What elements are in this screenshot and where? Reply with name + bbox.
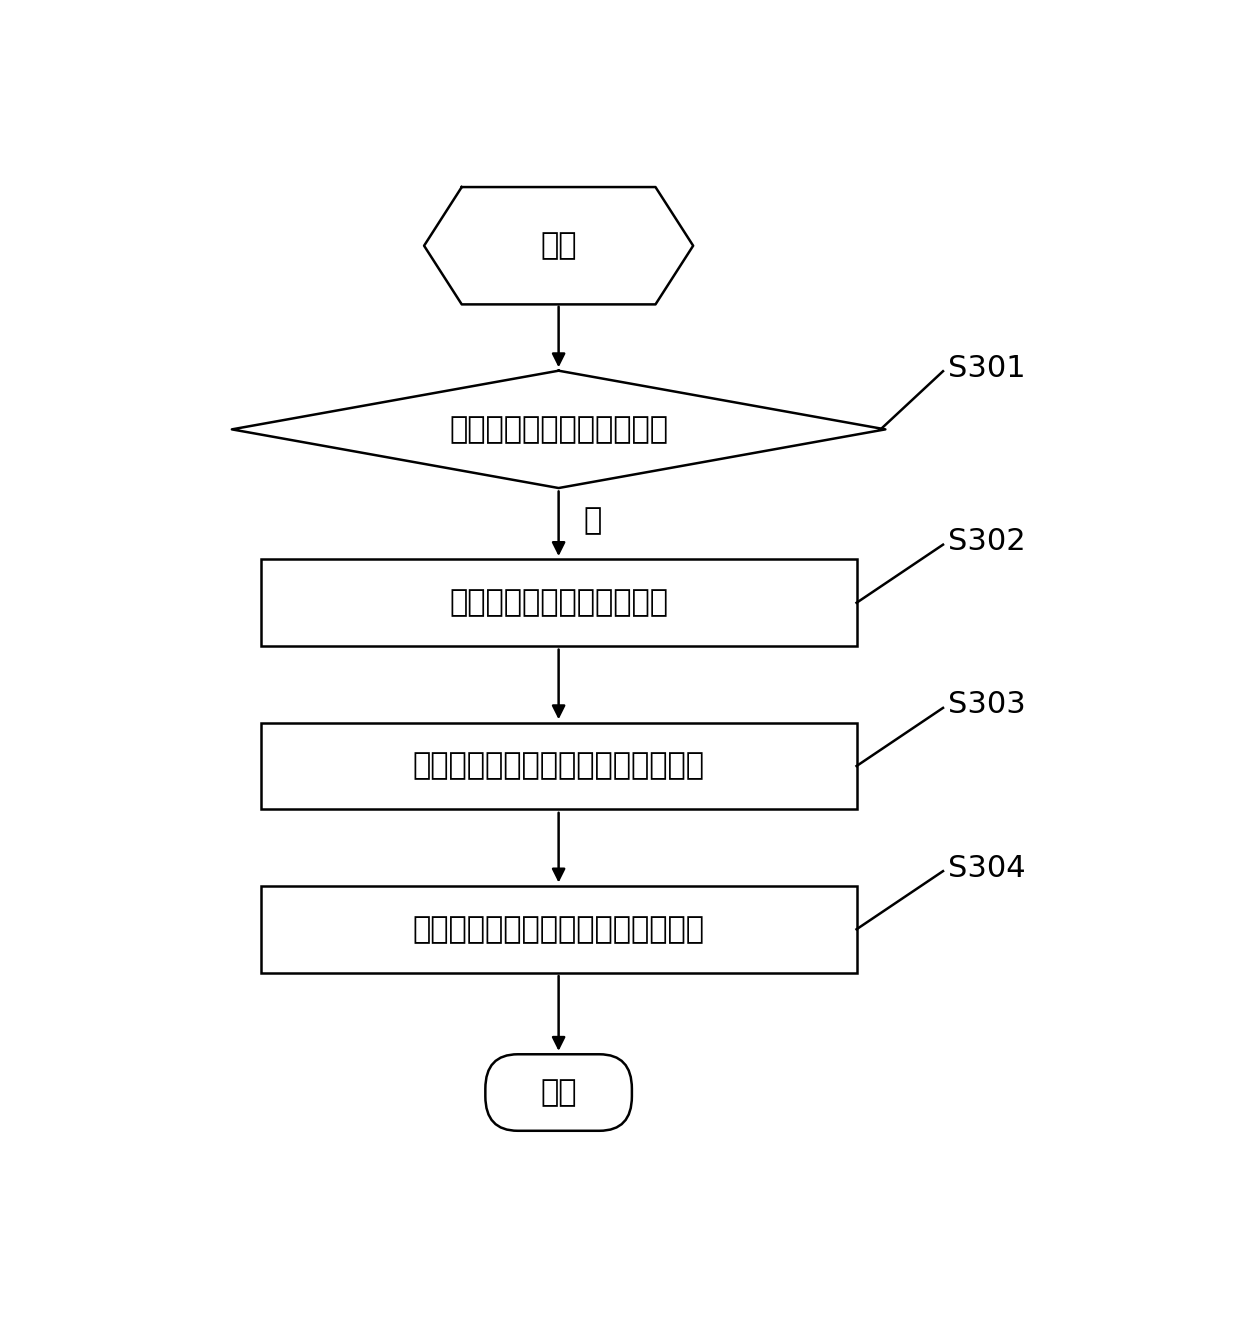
Bar xyxy=(260,559,857,647)
Text: 获取用户使用所述应用时的握持区域: 获取用户使用所述应用时的握持区域 xyxy=(413,751,704,780)
Polygon shape xyxy=(232,371,885,488)
Text: S303: S303 xyxy=(947,690,1025,719)
Text: 开始: 开始 xyxy=(541,232,577,260)
Polygon shape xyxy=(424,187,693,305)
Bar xyxy=(260,886,857,973)
Text: 基于应用的类别和握持区域控制风扇: 基于应用的类别和握持区域控制风扇 xyxy=(413,914,704,943)
Text: 是: 是 xyxy=(583,506,601,535)
Text: S304: S304 xyxy=(947,853,1025,882)
Text: 判断所述终端是否开启应用: 判断所述终端是否开启应用 xyxy=(449,415,668,444)
Text: S302: S302 xyxy=(947,527,1025,556)
FancyBboxPatch shape xyxy=(485,1055,632,1130)
Bar xyxy=(260,722,857,810)
Text: S301: S301 xyxy=(947,354,1025,383)
Text: 确定开启的所述应用的类别: 确定开启的所述应用的类别 xyxy=(449,588,668,617)
Text: 结束: 结束 xyxy=(541,1079,577,1106)
